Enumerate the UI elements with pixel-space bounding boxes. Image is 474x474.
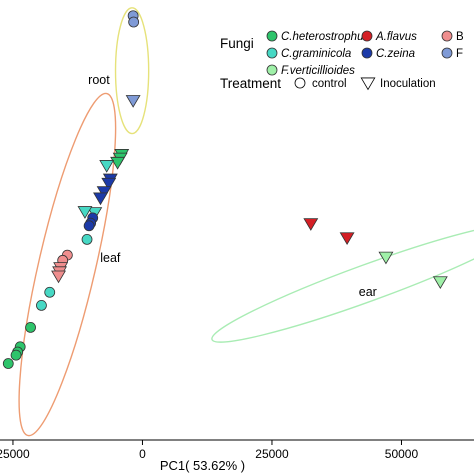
- data-point-2: [125, 95, 141, 108]
- legend-treatment-label: Inoculation: [380, 78, 436, 90]
- legend-treatment-marker-0: [294, 77, 306, 89]
- group-ellipses: root leaf ear: [18, 7, 474, 437]
- data-point-1: [128, 16, 140, 28]
- legend-fungi-title: Fungi: [220, 36, 254, 51]
- data-point-10: [99, 160, 115, 173]
- legend-marker-5: [441, 47, 453, 59]
- x-tick-label: 25000: [255, 447, 289, 461]
- legend-marker-1: [361, 30, 373, 42]
- x-axis-title: PC1( 53.62% ): [160, 458, 245, 473]
- data-point-15: [77, 206, 93, 219]
- data-point-32: [432, 276, 448, 290]
- x-tick-label: 0: [139, 447, 146, 461]
- legend-marker-4: [361, 47, 373, 59]
- legend-treatment-marker-1: [360, 77, 376, 91]
- data-points: [2, 10, 448, 369]
- group-label-root: root: [88, 73, 110, 87]
- data-point-7: [101, 177, 117, 191]
- data-point-28: [2, 358, 14, 369]
- data-point-5: [110, 156, 126, 170]
- group-label-leaf: leaf: [100, 251, 121, 265]
- data-point-23: [36, 299, 47, 311]
- legend-treatment-label: control: [312, 78, 347, 90]
- data-point-27: [10, 349, 22, 361]
- legend-treatment-entries: control Inoculation: [294, 77, 436, 91]
- x-tick-label: 25000: [0, 447, 30, 461]
- legend-fungi-label: C.graminicola: [281, 48, 351, 60]
- data-point-22: [44, 286, 56, 298]
- x-axis: 25000 0 25000 50000 PC1( 53.62% ): [0, 439, 474, 473]
- x-tick-label: 50000: [385, 447, 419, 461]
- data-point-8: [96, 186, 112, 199]
- legend-fungi-label: A.flavus: [375, 31, 417, 43]
- legend-treatment-title: Treatment: [220, 76, 281, 91]
- x-axis-ticks: 25000 0 25000 50000: [0, 440, 418, 461]
- legend-fungi-entries: C.heterostrophus A.flavus B C.graminicola C.…: [266, 30, 464, 77]
- legend-fungi-label: C.zeina: [376, 48, 415, 60]
- data-point-24: [25, 321, 36, 333]
- ellipse-ear: [211, 222, 474, 343]
- data-point-16: [81, 233, 93, 245]
- data-point-30: [339, 232, 355, 246]
- legend-fungi-label: C.heterostrophus: [281, 31, 369, 43]
- data-point-31: [378, 251, 394, 265]
- legend-fungi-label: F: [456, 48, 463, 60]
- legend-fungi-label: F.verticillioides: [281, 65, 355, 77]
- ellipse-leaf: [18, 92, 117, 437]
- data-point-21: [51, 270, 66, 284]
- data-point-9: [93, 192, 108, 206]
- legend-marker-0: [266, 30, 278, 42]
- legend: Fungi C.heterostrophus A.flavus B C.gramini…: [220, 30, 464, 91]
- ellipse-root: [114, 7, 150, 135]
- legend-marker-2: [441, 30, 453, 42]
- data-point-29: [303, 218, 319, 231]
- legend-marker-6: [266, 64, 278, 76]
- legend-fungi-label: B: [456, 31, 464, 43]
- group-label-ear: ear: [359, 285, 377, 299]
- legend-marker-3: [266, 47, 278, 59]
- data-point-14: [83, 220, 95, 232]
